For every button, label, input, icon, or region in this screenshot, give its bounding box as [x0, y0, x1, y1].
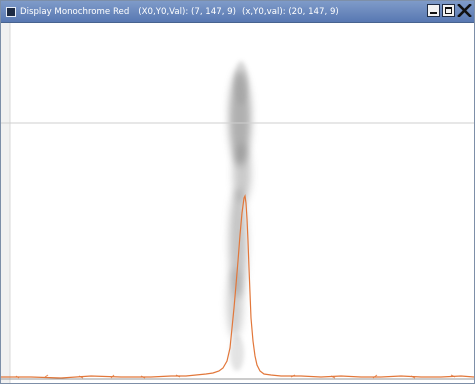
minimize-icon[interactable]	[427, 4, 440, 17]
window-controls	[427, 4, 472, 17]
baseline-noise	[15, 374, 456, 379]
readout-cursor-1: (x,Y0,val): (20, 147, 9)	[241, 6, 339, 17]
display-canvas[interactable]	[1, 23, 474, 383]
maximize-icon[interactable]	[442, 4, 455, 17]
close-icon[interactable]	[457, 4, 472, 17]
left-edge-shade	[1, 23, 10, 383]
app-window-icon[interactable]	[6, 6, 16, 17]
title-bar[interactable]: Display Monochrome Red (X0,Y0,Val): (7, 1…	[1, 1, 474, 23]
monochrome-display[interactable]	[1, 23, 474, 383]
window-title: Display Monochrome Red (X0,Y0,Val): (7, 1…	[20, 6, 339, 17]
readout-cursor-0: (X0,Y0,Val): (7, 147, 9)	[138, 6, 236, 17]
